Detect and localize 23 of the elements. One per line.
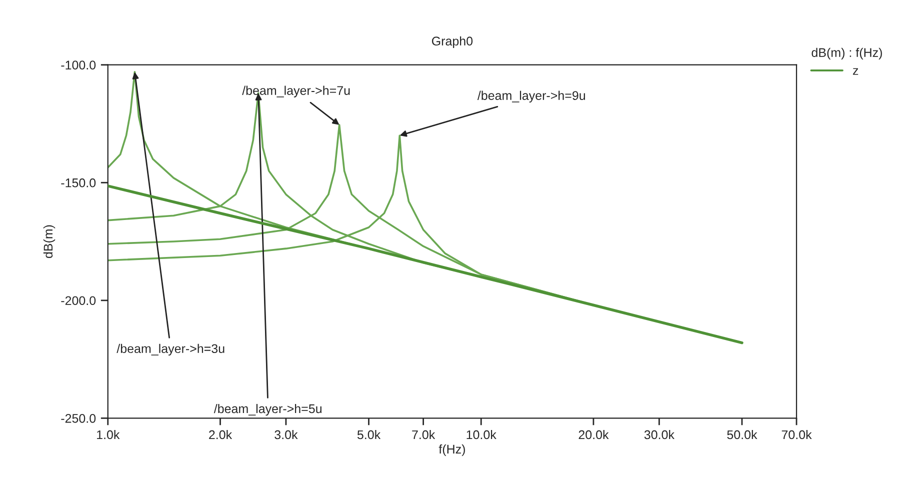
y-tick-label: -200.0 (61, 296, 96, 306)
x-tick-label: 3.0k (274, 430, 298, 440)
x-tick-label: 20.0k (578, 430, 609, 440)
legend-title: dB(m) : f(Hz) (812, 48, 882, 60)
x-tick-label: 5.0k (357, 430, 381, 440)
x-tick-label: 50.0k (727, 430, 758, 440)
legend-label: z (852, 68, 858, 75)
y-tick-label: -150.0 (61, 178, 96, 188)
y-axis-title: dB(m) (43, 225, 56, 258)
x-tick-label: 10.0k (466, 430, 496, 440)
annotation: /beam_layer->h=5u (214, 404, 322, 416)
chart-title: Graph0 (432, 36, 473, 48)
x-axis-title: f(Hz) (438, 444, 465, 456)
annotation: /beam_layer->h=7u (242, 86, 350, 98)
y-tick-label: -250.0 (61, 414, 96, 423)
annotation: /beam_layer->h=3u (116, 344, 224, 356)
x-tick-label: 70.0k (782, 430, 812, 440)
annotation: /beam_layer->h=9u (477, 90, 585, 102)
x-tick-label: 30.0k (644, 430, 674, 440)
x-tick-label: 1.0k (97, 430, 120, 440)
x-tick-label: 7.0k (412, 430, 436, 440)
y-tick-label: -100.0 (61, 60, 96, 70)
x-tick-label: 2.0k (209, 430, 232, 440)
